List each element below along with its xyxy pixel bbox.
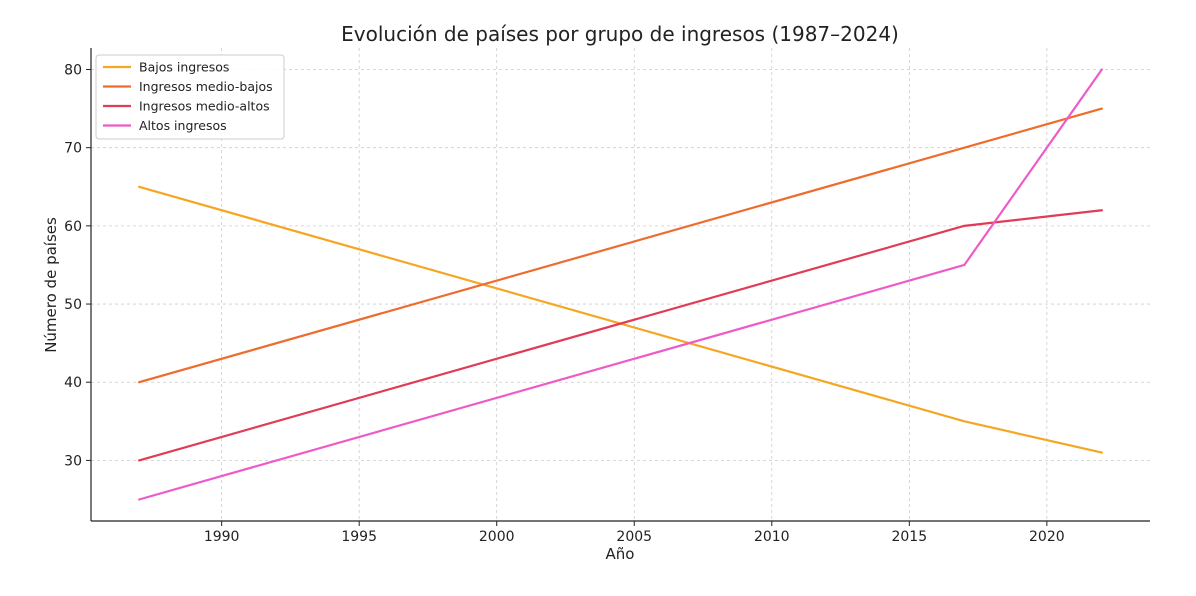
x-tick-label: 1990 <box>204 529 240 545</box>
axes <box>90 48 1150 522</box>
legend-label: Altos ingresos <box>139 118 227 133</box>
legend-box <box>95 54 285 140</box>
legend: Bajos ingresos Ingresos medio-bajos Ingres… <box>95 54 285 140</box>
series-line-4 <box>138 68 1103 501</box>
x-ticks: 1990 1995 2000 2005 2010 2015 2020 <box>204 521 1065 545</box>
x-tick-label: 2020 <box>1029 529 1065 545</box>
chart-title: Evolución de países por grupo de ingreso… <box>341 22 899 46</box>
x-tick-label: 2010 <box>754 529 790 545</box>
y-tick-label: 80 <box>64 63 82 79</box>
series-line-2 <box>138 107 1103 384</box>
y-ticks: 30 40 50 60 70 80 <box>64 63 91 469</box>
legend-label: Bajos ingresos <box>139 60 229 75</box>
x-tick-label: 1995 <box>341 529 377 545</box>
y-tick-label: 30 <box>64 453 82 469</box>
series-lines <box>138 68 1103 501</box>
x-tick-label: 2005 <box>616 529 652 545</box>
series-line-3 <box>138 209 1103 462</box>
y-tick-label: 40 <box>64 375 82 391</box>
x-tick-label: 2015 <box>891 529 927 545</box>
series-line-1 <box>138 185 1103 454</box>
legend-label: Ingresos medio-altos <box>139 99 270 114</box>
legend-label: Ingresos medio-bajos <box>139 79 273 94</box>
y-axis-label: Número de países <box>42 217 60 353</box>
x-axis-label: Año <box>606 545 635 563</box>
y-tick-label: 70 <box>64 141 82 157</box>
x-tick-label: 2000 <box>479 529 515 545</box>
y-tick-label: 50 <box>64 297 82 313</box>
y-tick-label: 60 <box>64 219 82 235</box>
